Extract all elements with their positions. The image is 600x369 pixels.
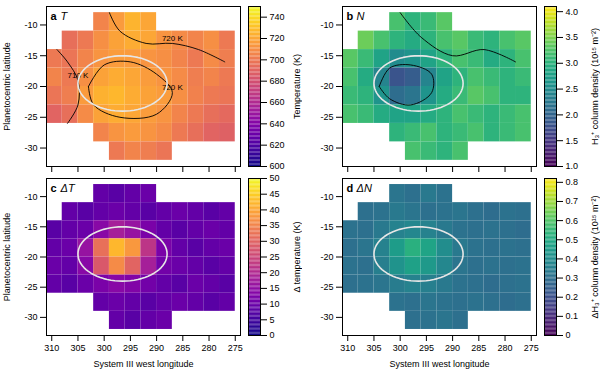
svg-text:50: 50 — [270, 173, 280, 183]
svg-text:0.8: 0.8 — [566, 177, 579, 187]
svg-text:275: 275 — [228, 343, 243, 353]
svg-text:ΔT: ΔT — [60, 182, 76, 194]
svg-text:285: 285 — [471, 343, 486, 353]
svg-text:0.6: 0.6 — [566, 216, 579, 226]
svg-text:290: 290 — [445, 343, 460, 353]
svg-text:700: 700 — [270, 55, 285, 65]
svg-text:280: 280 — [498, 343, 513, 353]
svg-text:-10: -10 — [320, 191, 333, 201]
svg-text:4.0: 4.0 — [566, 7, 579, 17]
svg-text:40: 40 — [270, 205, 280, 215]
svg-text:720 K: 720 K — [162, 34, 184, 43]
svg-text:0.1: 0.1 — [566, 311, 579, 321]
svg-text:600: 600 — [270, 161, 285, 171]
svg-text:0.2: 0.2 — [566, 292, 579, 302]
svg-text:0.3: 0.3 — [566, 273, 579, 283]
svg-text:710 K: 710 K — [67, 70, 89, 80]
svg-text:System III west longitude: System III west longitude — [389, 359, 489, 369]
svg-text:275: 275 — [524, 343, 539, 353]
svg-text:25: 25 — [270, 252, 280, 262]
svg-text:Planetocentric latitude: Planetocentric latitude — [2, 42, 12, 131]
svg-text:640: 640 — [270, 119, 285, 129]
svg-text:-25: -25 — [24, 282, 37, 292]
svg-text:290: 290 — [149, 343, 164, 353]
svg-text:-20: -20 — [24, 252, 37, 262]
svg-text:20: 20 — [270, 268, 280, 278]
svg-text:680: 680 — [270, 76, 285, 86]
svg-text:300: 300 — [97, 343, 112, 353]
svg-text:30: 30 — [270, 236, 280, 246]
svg-text:15: 15 — [270, 283, 280, 293]
svg-text:305: 305 — [70, 343, 85, 353]
svg-text:-10: -10 — [320, 20, 333, 30]
svg-text:285: 285 — [175, 343, 190, 353]
svg-text:c: c — [51, 182, 57, 194]
svg-text:-30: -30 — [24, 312, 37, 322]
svg-text:Planetocentric latitude: Planetocentric latitude — [2, 213, 12, 302]
svg-text:310: 310 — [44, 343, 59, 353]
svg-text:295: 295 — [123, 343, 138, 353]
svg-text:-30: -30 — [320, 143, 333, 153]
svg-text:-25: -25 — [320, 112, 333, 122]
svg-text:-20: -20 — [24, 81, 37, 91]
svg-text:Temperature (K): Temperature (K) — [292, 54, 302, 119]
svg-text:System III west longitude: System III west longitude — [93, 359, 193, 369]
svg-text:-20: -20 — [320, 81, 333, 91]
svg-text:ΔN: ΔN — [356, 182, 372, 194]
svg-text:660: 660 — [270, 97, 285, 107]
svg-text:T: T — [61, 10, 69, 22]
svg-text:d: d — [347, 182, 354, 194]
svg-text:300: 300 — [393, 343, 408, 353]
svg-text:-15: -15 — [24, 51, 37, 61]
svg-text:310: 310 — [340, 343, 355, 353]
svg-text:1.0: 1.0 — [566, 161, 579, 171]
svg-text:3.5: 3.5 — [566, 32, 579, 42]
svg-text:0.7: 0.7 — [566, 196, 579, 206]
svg-text:-15: -15 — [24, 222, 37, 232]
svg-text:-25: -25 — [320, 282, 333, 292]
svg-text:-20: -20 — [320, 252, 333, 262]
svg-text:45: 45 — [270, 189, 280, 199]
svg-text:-10: -10 — [24, 20, 37, 30]
svg-text:-15: -15 — [320, 51, 333, 61]
svg-text:620: 620 — [270, 140, 285, 150]
svg-text:10: 10 — [270, 299, 280, 309]
svg-text:720 K: 720 K — [161, 83, 183, 93]
svg-text:a: a — [51, 10, 58, 22]
svg-text:-30: -30 — [320, 312, 333, 322]
svg-text:0.5: 0.5 — [566, 235, 579, 245]
svg-text:35: 35 — [270, 220, 280, 230]
svg-text:H₃⁺ column density (10¹⁵ m⁻²): H₃⁺ column density (10¹⁵ m⁻²) — [590, 28, 600, 145]
svg-text:3.0: 3.0 — [566, 58, 579, 68]
svg-text:280: 280 — [202, 343, 217, 353]
svg-text:-10: -10 — [24, 191, 37, 201]
svg-text:5: 5 — [270, 315, 275, 325]
svg-text:2.5: 2.5 — [566, 84, 579, 94]
svg-text:720: 720 — [270, 33, 285, 43]
svg-text:-15: -15 — [320, 222, 333, 232]
svg-text:305: 305 — [366, 343, 381, 353]
svg-text:2.0: 2.0 — [566, 110, 579, 120]
svg-text:b: b — [347, 10, 354, 22]
svg-text:740: 740 — [270, 12, 285, 22]
svg-text:0: 0 — [566, 330, 571, 340]
svg-text:0: 0 — [270, 330, 275, 340]
svg-text:N: N — [357, 10, 365, 22]
svg-text:-25: -25 — [24, 112, 37, 122]
svg-text:1.5: 1.5 — [566, 136, 579, 146]
svg-text:Δ temperature (K): Δ temperature (K) — [292, 221, 302, 292]
svg-text:ΔH₃⁺ column density (10¹⁵ m⁻²): ΔH₃⁺ column density (10¹⁵ m⁻²) — [590, 196, 600, 319]
svg-text:0.4: 0.4 — [566, 254, 579, 264]
svg-text:295: 295 — [419, 343, 434, 353]
svg-text:-30: -30 — [24, 143, 37, 153]
